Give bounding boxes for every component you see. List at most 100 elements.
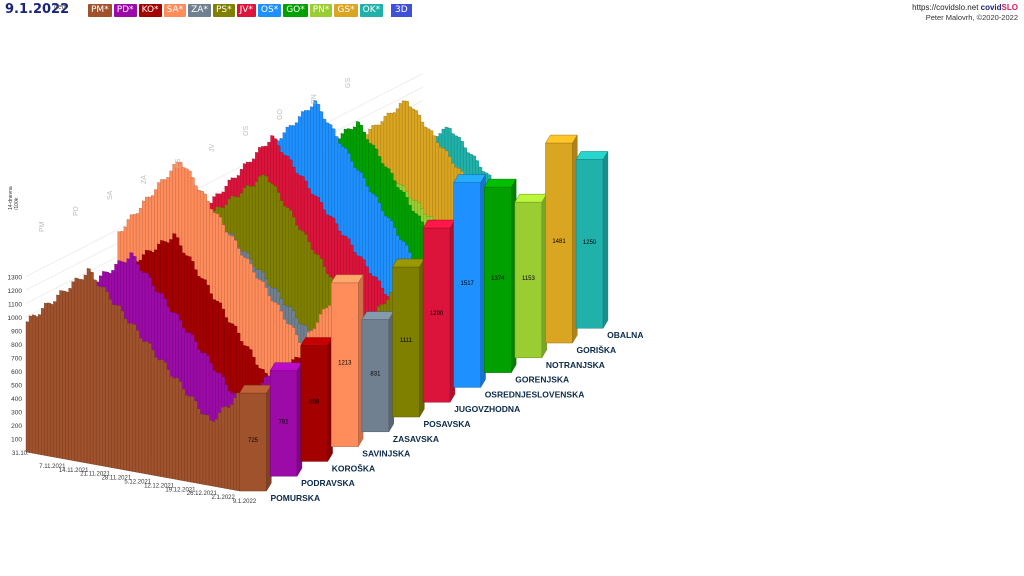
x-tick-label: 2.1.2022 — [211, 495, 235, 501]
last-day-bar-top — [545, 134, 578, 144]
x-start-label: 31.10. — [12, 451, 29, 457]
last-day-bar-top — [483, 178, 517, 188]
last-day-bar-top — [239, 384, 272, 394]
region-button-os[interactable]: OS* — [257, 4, 282, 17]
top-bar: 9.1.2022 ned PM* PD* KO* SA* ZA* PS* JV* OS* GO*… — [0, 0, 1024, 22]
back-region-label: GO — [277, 109, 284, 120]
y-tick-label: 400 — [11, 396, 22, 403]
history-bar — [129, 322, 134, 472]
region-name-label: GORIŠKA — [577, 344, 617, 355]
region-name-label: PODRAVSKA — [301, 478, 355, 488]
x-tick-label: 19.12.2021 — [165, 487, 196, 493]
x-tick-label: 7.11.2021 — [39, 464, 66, 470]
y-tick-label: 1300 — [8, 275, 23, 282]
back-region-label: ZA — [141, 175, 148, 184]
history-bar — [89, 271, 94, 465]
value-label: 781 — [279, 419, 290, 425]
history-bar — [144, 340, 149, 475]
y-tick-label: 1000 — [8, 315, 23, 322]
y-tick-label: 600 — [11, 369, 22, 376]
y-tick-label: 700 — [11, 356, 22, 363]
x-tick-label: 5.12.2021 — [124, 480, 151, 486]
value-label: 1290 — [430, 311, 444, 317]
y-tick-label: 800 — [11, 342, 22, 349]
region-button-ok[interactable]: OK* — [359, 4, 384, 17]
value-label: 1374 — [491, 276, 505, 282]
history-bar — [102, 286, 106, 467]
author-credit: Peter Malovrh, ©2020-2022 — [925, 13, 1018, 22]
history-bar — [169, 375, 174, 479]
history-bar — [166, 369, 170, 479]
region-name-label: POSAVSKA — [424, 419, 471, 429]
history-bar — [92, 279, 97, 466]
history-bar — [108, 298, 113, 468]
last-day-bar-top — [361, 311, 395, 320]
history-bar — [153, 356, 158, 477]
region-filter-buttons: PM* PD* KO* SA* ZA* PS* JV* OS* GO* PN* GS* OK* — [88, 4, 384, 17]
site-url[interactable]: https://covidslo.net covidSLO — [912, 3, 1018, 12]
region-button-go[interactable]: GO* — [283, 4, 308, 17]
y-tick-label: 900 — [11, 329, 22, 336]
history-bar — [175, 377, 180, 481]
history-bar — [159, 359, 164, 478]
region-button-ps[interactable]: PS* — [212, 4, 235, 17]
gridline — [25, 73, 423, 277]
x-tick-label: 12.12.2021 — [144, 483, 175, 489]
region-button-za[interactable]: ZA* — [188, 4, 211, 17]
history-bar — [184, 394, 189, 482]
history-bar — [31, 314, 36, 454]
region-button-sa[interactable]: SA* — [163, 4, 187, 17]
region-name-label: SAVINJSKA — [362, 449, 410, 459]
history-bar — [95, 285, 100, 466]
history-bar — [62, 290, 67, 460]
back-region-label: JV — [209, 144, 216, 153]
back-region-label: PN — [311, 94, 318, 104]
history-bar — [135, 329, 140, 473]
last-day-bar-top — [330, 274, 364, 284]
y-tick-label: 500 — [11, 383, 22, 390]
region-button-ko[interactable]: KO* — [138, 4, 162, 17]
last-day-bar-top — [453, 174, 486, 183]
region-button-pm[interactable]: PM* — [88, 4, 112, 17]
history-bar — [123, 318, 128, 471]
region-name-label: ZASAVSKA — [393, 434, 439, 444]
value-label: 1517 — [461, 281, 475, 287]
back-region-label: GS — [345, 78, 352, 88]
value-label: 858 — [309, 399, 320, 405]
region-name-label: NOTRANJSKA — [546, 360, 605, 370]
last-day-bar-top — [269, 362, 303, 372]
history-bar — [105, 291, 109, 468]
y-tick-label: 100 — [11, 437, 22, 444]
back-region-label: PS — [175, 158, 182, 168]
history-bar — [181, 388, 186, 482]
history-bar — [208, 419, 213, 487]
region-button-pn[interactable]: PN* — [309, 4, 333, 17]
last-day-bar-top — [514, 193, 548, 203]
x-tick-label: 14.11.2021 — [59, 468, 89, 474]
last-day-bar-top — [300, 337, 333, 346]
x-tick-label: 9.1.2022 — [233, 499, 257, 505]
x-tick-label: 21.11.2021 — [80, 472, 110, 478]
value-label: 725 — [248, 438, 259, 444]
region-name-label: JUGOVZHODNA — [454, 404, 520, 414]
history-bar — [132, 323, 137, 473]
region-name-label: OBALNA — [607, 330, 643, 340]
back-region-label: PD — [73, 206, 80, 216]
region-button-jv[interactable]: JV* — [236, 4, 256, 17]
3d-toggle-button[interactable]: 3D — [391, 4, 412, 17]
region-name-label: KOROŠKA — [332, 462, 375, 473]
region-name-label: GORENJSKA — [515, 375, 569, 385]
back-region-label: PM — [39, 221, 46, 232]
value-label: 831 — [370, 372, 381, 378]
region-button-pd[interactable]: PD* — [113, 4, 137, 17]
last-day-bar-top — [392, 258, 425, 268]
history-bar — [147, 342, 152, 476]
gridline — [25, 86, 423, 291]
history-bar — [190, 395, 195, 483]
value-label: 1250 — [583, 240, 597, 246]
region-button-gs[interactable]: GS* — [334, 4, 358, 17]
y-tick-label: 1100 — [8, 302, 22, 309]
history-bar — [138, 337, 143, 474]
history-bar — [117, 305, 122, 470]
